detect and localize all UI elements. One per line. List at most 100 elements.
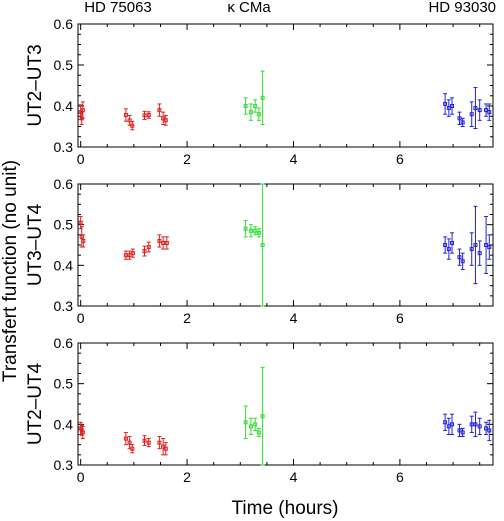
data-point-red (123, 431, 128, 446)
data-point-blue (469, 101, 474, 127)
point-marker (460, 259, 465, 264)
data-point-blue (450, 232, 455, 254)
data-point-red (142, 435, 147, 446)
point-marker (157, 440, 162, 445)
point-marker (457, 255, 462, 260)
data-point-blue (473, 87, 478, 130)
y-tick-label: 0.3 (54, 457, 74, 473)
data-point-red (142, 110, 147, 121)
data-point-red (146, 111, 151, 119)
data-point-green (243, 97, 248, 115)
point-marker (123, 253, 128, 258)
data-point-green (243, 220, 248, 238)
data-point-green (260, 183, 265, 307)
data-point-red (130, 444, 135, 454)
data-point-green (260, 70, 265, 125)
y-tick-label: 0.5 (54, 217, 74, 233)
data-point-blue (473, 205, 478, 285)
point-marker (450, 422, 455, 427)
panel-ylabel: UT3–UT4 (25, 203, 46, 286)
x-tick-label: 2 (183, 151, 191, 167)
point-marker (80, 108, 85, 113)
data-point-red (146, 241, 151, 253)
data-point-red (130, 121, 135, 131)
point-marker (469, 112, 474, 117)
point-marker (460, 430, 465, 435)
point-marker (443, 243, 448, 247)
point-marker (443, 420, 448, 425)
y-tick-label: 0.5 (54, 376, 74, 392)
point-marker (161, 444, 166, 449)
point-marker (161, 116, 166, 121)
y-tick-label: 0.6 (54, 16, 74, 32)
data-point-blue (484, 421, 489, 435)
data-point-blue (443, 236, 448, 254)
point-marker (446, 424, 451, 429)
data-point-blue (443, 413, 448, 431)
point-marker (164, 240, 169, 245)
data-point-red (142, 245, 147, 257)
point-marker (473, 106, 478, 111)
point-marker (157, 108, 162, 113)
x-tick-label: 2 (183, 310, 191, 326)
x-tick-label: 0 (77, 151, 85, 167)
panel-ylabel: UT2–UT4 (25, 362, 46, 445)
point-marker (146, 113, 151, 118)
data-point-blue (477, 240, 482, 266)
plot-frame (77, 342, 494, 466)
y-tick-label: 0.5 (54, 57, 74, 73)
point-marker (469, 422, 474, 427)
data-point-blue (460, 117, 465, 127)
point-marker (127, 253, 132, 258)
data-point-green (256, 228, 261, 238)
data-point-red (81, 234, 86, 248)
point-marker (256, 112, 261, 117)
y-tick-label: 0.3 (54, 139, 74, 155)
data-point-red (161, 236, 166, 250)
y-tick-label: 0.3 (54, 298, 74, 314)
point-marker (243, 104, 248, 108)
panel-ylabel: UT2–UT3 (25, 44, 46, 126)
point-marker (446, 106, 451, 111)
point-marker (243, 420, 248, 425)
point-marker (157, 238, 162, 243)
point-marker (477, 108, 482, 113)
data-point-red (127, 250, 132, 260)
data-point-blue (457, 248, 462, 266)
point-marker (130, 123, 135, 128)
data-point-red (157, 436, 162, 450)
data-point-red (161, 111, 166, 125)
point-marker (142, 249, 147, 254)
data-point-red (80, 101, 85, 119)
data-point-green (243, 405, 248, 440)
point-marker (123, 436, 128, 441)
data-point-red (80, 425, 85, 440)
point-marker (80, 430, 85, 435)
x-tick-label: 4 (290, 151, 298, 167)
point-marker (248, 228, 253, 233)
data-point-blue (450, 97, 455, 115)
data-point-blue (446, 99, 451, 117)
data-point-green (256, 427, 261, 438)
plot-frame (77, 23, 494, 148)
panel-3: 0 2 4 6 0.3 0.4 0.5 0.6 UT2–UT4 (25, 335, 494, 485)
point-marker (484, 108, 489, 113)
x-tick-label: 2 (183, 469, 191, 485)
data-point-red (163, 114, 168, 126)
point-marker (127, 440, 132, 445)
figure-xlabel: Time (hours) (232, 498, 339, 519)
point-marker (248, 110, 253, 115)
point-marker (253, 422, 258, 427)
point-marker (81, 238, 86, 243)
point-marker (127, 118, 132, 123)
data-point-green (256, 107, 261, 121)
point-marker (477, 251, 482, 256)
star-label-hd75063: HD 75063 (84, 0, 152, 16)
data-point-green (248, 417, 253, 435)
point-marker (243, 226, 248, 231)
point-marker (457, 428, 462, 433)
point-marker (469, 247, 474, 252)
data-point-red (164, 236, 169, 250)
point-marker (484, 243, 489, 247)
point-marker (146, 440, 151, 445)
